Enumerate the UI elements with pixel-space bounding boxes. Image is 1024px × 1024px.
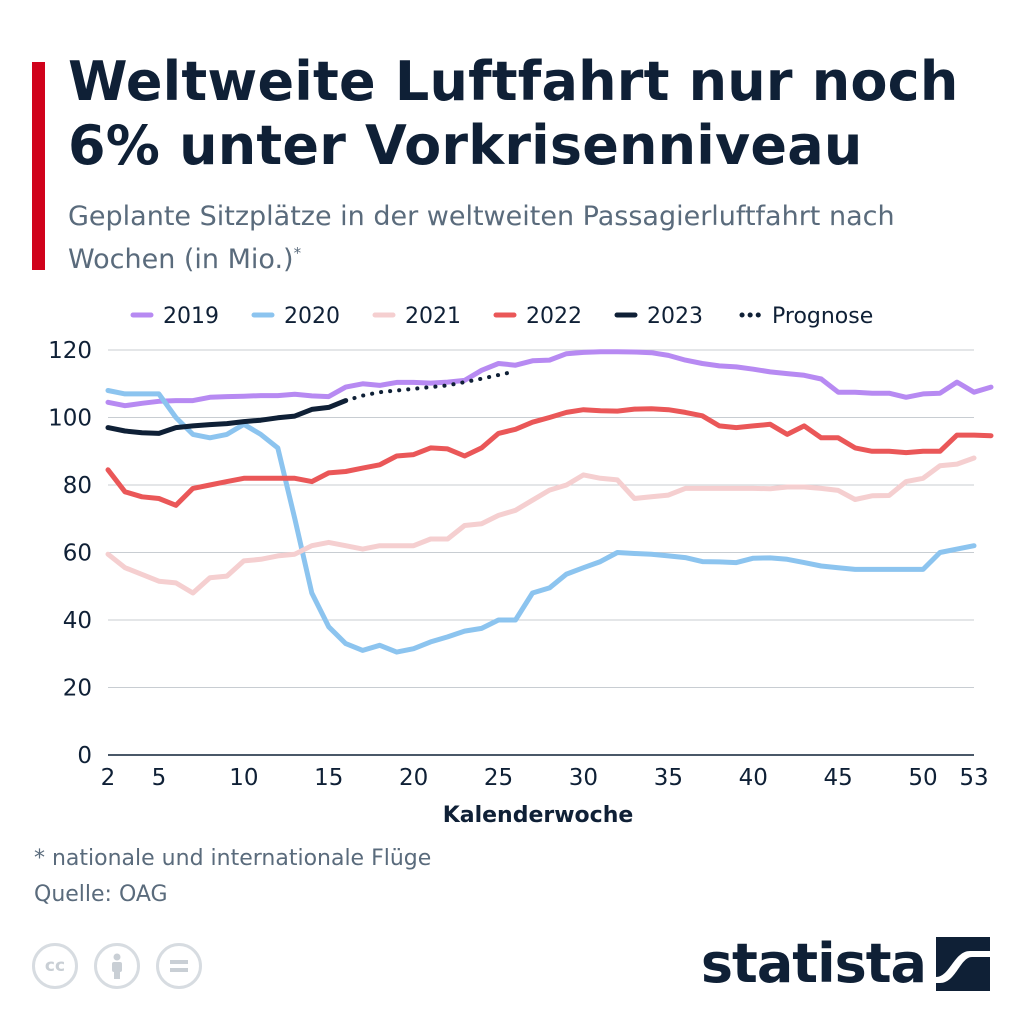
equals-icon — [170, 960, 188, 972]
legend-label-2019: 2019 — [163, 304, 219, 329]
subtitle-footnote-marker: * — [293, 244, 302, 262]
y-tick-label: 60 — [63, 541, 92, 567]
y-tick-label: 80 — [63, 473, 92, 499]
chart-subtitle: Geplante Sitzplätze in der weltweiten Pa… — [68, 198, 988, 278]
x-tick-label: 5 — [152, 765, 167, 791]
person-icon — [112, 953, 122, 979]
x-axis-title: Kalenderwoche — [443, 803, 634, 828]
chart-grid — [108, 349, 974, 756]
x-tick-label: 45 — [824, 765, 853, 791]
x-tick-label: 20 — [399, 765, 428, 791]
y-tick-label: 20 — [63, 676, 92, 702]
y-tick-label: 100 — [48, 406, 92, 432]
cc-license-icon[interactable]: cc — [32, 943, 78, 989]
footnote: * nationale und internationale Flüge — [34, 846, 432, 871]
x-tick-label: 40 — [739, 765, 768, 791]
legend-label-2020: 2020 — [284, 304, 340, 329]
license-icons: cc — [32, 943, 202, 989]
x-tick-label: 30 — [569, 765, 598, 791]
title-accent-bar — [32, 62, 45, 270]
x-tick-label: 10 — [229, 765, 258, 791]
y-axis: 0 20 40 60 80 100 120 — [48, 338, 92, 769]
x-tick-label: 35 — [654, 765, 683, 791]
brand-name: statista — [700, 932, 927, 995]
statista-logo[interactable]: statista — [701, 932, 990, 995]
legend-label-2023: 2023 — [647, 304, 703, 329]
source-note: Quelle: OAG — [34, 882, 168, 907]
chart-legend: 2019 2020 2021 2022 2023 Prognose — [130, 304, 873, 329]
y-tick-label: 120 — [48, 338, 92, 364]
y-tick-label: 40 — [63, 608, 92, 634]
x-tick-label: 15 — [314, 765, 343, 791]
no-derivatives-icon[interactable] — [156, 943, 202, 989]
attribution-icon[interactable] — [94, 943, 140, 989]
series-line-2020 — [105, 388, 977, 655]
legend-label-2022: 2022 — [526, 304, 582, 329]
statista-logo-icon — [936, 936, 990, 991]
subtitle-text: Geplante Sitzplätze in der weltweiten Pa… — [68, 201, 895, 275]
x-axis: 2 5 10 15 20 25 30 35 40 45 50 53 — [101, 765, 989, 791]
x-tick-label: 25 — [484, 765, 513, 791]
series-line-2021 — [105, 455, 977, 596]
legend-label-2021: 2021 — [405, 304, 461, 329]
x-tick-label: 2 — [101, 765, 116, 791]
x-tick-label: 53 — [959, 765, 988, 791]
y-tick-label: 0 — [77, 743, 92, 769]
series-line-2023 — [105, 398, 349, 436]
line-chart: 2019 2020 2021 2022 2023 Prognose 0 20 40 60 80 10… — [48, 304, 994, 828]
series-line-2019 — [105, 349, 994, 409]
series-line-2022 — [105, 406, 994, 508]
chart-title: Weltweite Luftfahrt nur noch 6% unter Vo… — [68, 50, 959, 177]
legend-label-Prognose: Prognose — [772, 304, 873, 329]
chart-series — [105, 349, 994, 655]
x-tick-label: 50 — [908, 765, 937, 791]
series-line-Prognose — [343, 369, 518, 403]
